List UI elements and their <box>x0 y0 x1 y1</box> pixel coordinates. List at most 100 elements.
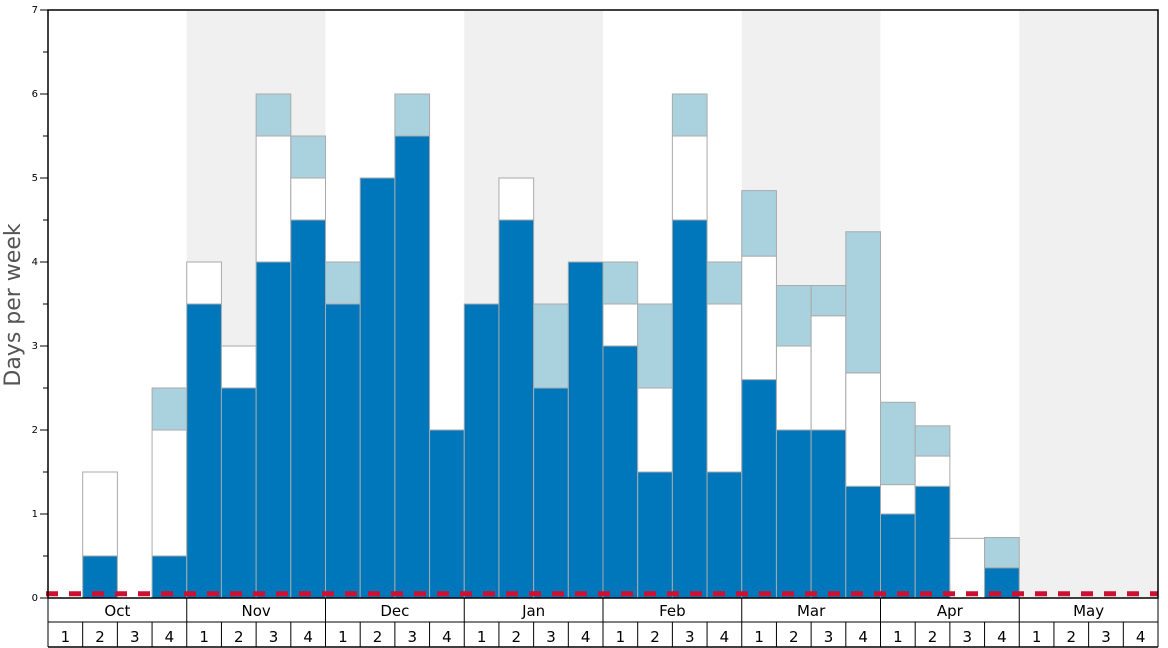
bar-segment-top <box>671 93 708 137</box>
bar-segment-top <box>325 261 361 305</box>
bar-segment-middle <box>255 135 292 263</box>
bar-segment-middle <box>602 303 639 347</box>
bar-segment-bottom <box>429 429 465 599</box>
bar-segment-bottom <box>602 345 639 599</box>
month-label: May <box>1073 602 1104 620</box>
week-label: 1 <box>893 628 903 646</box>
week-label: 1 <box>616 628 626 646</box>
bar-segment-bottom <box>845 485 881 599</box>
bar-segment-bottom <box>325 303 361 599</box>
bar-segment-middle <box>671 135 708 221</box>
y-tick-label: 4 <box>32 257 38 268</box>
bar-segment-bottom <box>775 429 812 599</box>
week-label: 1 <box>1032 628 1042 646</box>
week-label: 2 <box>373 628 383 646</box>
week-label: 3 <box>546 628 556 646</box>
bar-segment-bottom <box>394 135 431 599</box>
week-label: 1 <box>338 628 348 646</box>
week-label: 4 <box>720 628 730 646</box>
y-tick-label: 7 <box>32 5 38 16</box>
week-label: 4 <box>165 628 175 646</box>
bar-segment-bottom <box>880 513 916 599</box>
bar-segment-bottom <box>82 555 118 599</box>
y-axis-label: Days per week <box>1 223 26 386</box>
week-label: 4 <box>858 628 868 646</box>
month-label: Oct <box>104 602 130 620</box>
bar-segment-bottom <box>463 303 500 599</box>
week-label: 2 <box>928 628 938 646</box>
bar-segment-bottom <box>914 485 951 599</box>
bar-segment-top <box>706 261 743 305</box>
bar-segment-top <box>533 303 569 389</box>
week-label: 2 <box>95 628 105 646</box>
bar-segment-middle <box>498 177 535 221</box>
week-label: 3 <box>685 628 695 646</box>
bar-segment-middle <box>706 303 743 473</box>
bar-segment-bottom <box>671 219 708 599</box>
bar-segment-middle <box>949 537 986 599</box>
bar-segment-middle <box>741 255 777 381</box>
bar-segment-middle <box>845 372 881 487</box>
bar-segment-bottom <box>255 261 292 599</box>
bar-segment-top <box>984 537 1020 569</box>
bar-segment-middle <box>220 345 257 389</box>
week-label: 3 <box>824 628 834 646</box>
bar-segment-middle <box>82 471 118 557</box>
y-tick-label: 5 <box>32 173 38 184</box>
bar-segment-bottom <box>220 387 257 599</box>
week-label: 2 <box>512 628 522 646</box>
month-label: Apr <box>937 602 964 620</box>
month-label: Jan <box>521 602 545 620</box>
week-label: 1 <box>754 628 764 646</box>
week-label: 2 <box>1067 628 1077 646</box>
bar-segment-top <box>880 401 916 486</box>
bar-segment-top <box>394 93 431 137</box>
bar-segment-top <box>845 231 881 374</box>
week-label: 3 <box>130 628 140 646</box>
bars-layer <box>82 93 1020 599</box>
bar-segment-bottom <box>706 471 743 599</box>
week-label: 1 <box>61 628 71 646</box>
bar-segment-bottom <box>637 471 673 599</box>
bar-segment-middle <box>810 315 847 431</box>
bar-segment-top <box>914 425 951 457</box>
week-label: 3 <box>962 628 972 646</box>
bar-segment-top <box>151 387 188 431</box>
week-label: 4 <box>442 628 452 646</box>
bar-segment-bottom <box>810 429 847 599</box>
bar-segment-top <box>637 303 673 389</box>
bar-segment-middle <box>880 484 916 515</box>
bar-segment-middle <box>775 345 812 431</box>
bar-segment-middle <box>914 455 951 487</box>
bar-segment-bottom <box>290 219 326 599</box>
week-label: 2 <box>234 628 244 646</box>
week-label: 3 <box>1101 628 1111 646</box>
bar-segment-top <box>255 93 292 137</box>
bar-segment-bottom <box>533 387 569 599</box>
month-label: Feb <box>659 602 686 620</box>
week-label: 1 <box>199 628 209 646</box>
week-label: 1 <box>477 628 487 646</box>
bar-segment-bottom <box>567 261 604 599</box>
bar-segment-bottom <box>741 379 777 599</box>
y-tick-label: 2 <box>32 425 38 436</box>
bar-segment-top <box>290 135 326 179</box>
bar-segment-middle <box>290 177 326 221</box>
bar-segment-bottom <box>186 303 222 599</box>
bar-segment-middle <box>637 387 673 473</box>
bar-segment-top <box>810 285 847 317</box>
bar-segment-bottom <box>498 219 535 599</box>
week-label: 4 <box>1136 628 1146 646</box>
y-tick-label: 3 <box>32 341 38 352</box>
bar-segment-top <box>602 261 639 305</box>
y-tick-label: 1 <box>32 509 38 520</box>
bar-segment-middle <box>151 429 188 557</box>
y-tick-label: 6 <box>32 89 38 100</box>
bar-segment-middle <box>186 261 222 305</box>
bar-segment-top <box>775 285 812 347</box>
week-label: 4 <box>997 628 1007 646</box>
month-shade-may <box>1019 10 1158 598</box>
week-label: 3 <box>407 628 417 646</box>
month-label: Mar <box>797 602 826 620</box>
